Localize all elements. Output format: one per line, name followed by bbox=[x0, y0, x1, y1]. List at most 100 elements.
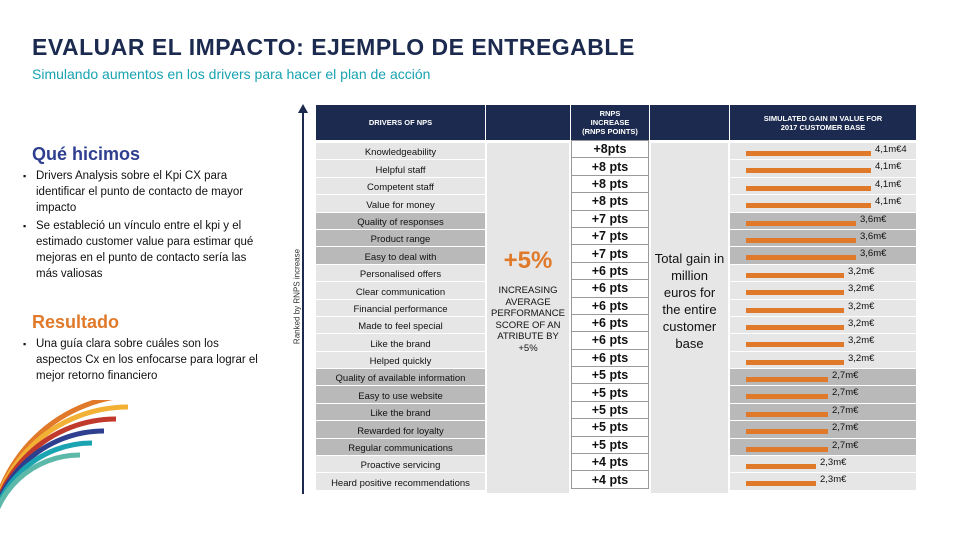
gain-label: 3,6m€ bbox=[860, 213, 887, 225]
resultado-list: Una guía clara sobre cuáles son los aspe… bbox=[22, 336, 266, 386]
gain-row: 4,1m€4 bbox=[730, 143, 916, 161]
rnps-points-cell: +4 pts bbox=[571, 471, 649, 489]
driver-row: Like the brand bbox=[316, 403, 485, 422]
gain-row: 3,2m€ bbox=[730, 351, 916, 370]
arc-navy bbox=[0, 428, 105, 505]
rnps-header-line1: RNPS bbox=[599, 109, 621, 118]
gain-label: 3,2m€ bbox=[848, 317, 875, 329]
gain-bar bbox=[746, 290, 844, 296]
gain-header-line2: 2017 CUSTOMER BASE bbox=[780, 122, 866, 132]
rnps-points-cell: +6 pts bbox=[571, 262, 649, 281]
gain-row: 4,1m€ bbox=[730, 160, 916, 178]
rnps-points-cell: +8pts bbox=[571, 141, 649, 159]
gain-bar bbox=[746, 272, 844, 278]
gain-row: 3,2m€ bbox=[730, 316, 916, 335]
drivers-column: DRIVERS OF NPS Knowledgeability Helpful s… bbox=[316, 105, 485, 491]
gain-bar bbox=[746, 359, 844, 365]
rnps-header-line3: (RNPS POINTS) bbox=[582, 127, 638, 136]
gain-label: 2,7m€ bbox=[832, 439, 859, 451]
gain-bar bbox=[746, 324, 844, 330]
rnps-points-cell: +5 pts bbox=[571, 384, 649, 402]
gain-label: 4,1m€ bbox=[875, 196, 902, 208]
gain-row: 3,2m€ bbox=[730, 282, 916, 300]
rnps-points-cell: +4 pts bbox=[571, 454, 649, 472]
driver-row: Clear communication bbox=[316, 282, 485, 300]
rnps-points-cell: +5 pts bbox=[571, 401, 649, 420]
drivers-rows: Knowledgeability Helpful staff Competent s… bbox=[316, 143, 485, 491]
gain-row: 2,7m€ bbox=[730, 369, 916, 387]
gain-bar bbox=[746, 446, 828, 452]
gain-label: 2,7m€ bbox=[832, 404, 859, 416]
driver-row: Helpful staff bbox=[316, 160, 485, 178]
page-title: EVALUAR EL IMPACTO: EJEMPLO DE ENTREGABL… bbox=[32, 34, 635, 60]
driver-row: Rewarded for loyalty bbox=[316, 421, 485, 439]
gain-row: 3,2m€ bbox=[730, 299, 916, 317]
increase-big: +5% bbox=[503, 247, 553, 274]
decorative-arcs bbox=[0, 400, 129, 510]
gain-row: 4,1m€ bbox=[730, 177, 916, 196]
driver-row: Quality of responses bbox=[316, 212, 485, 230]
driver-row: Easy to use website bbox=[316, 386, 485, 404]
gain-label: 4,1m€4 bbox=[875, 144, 907, 155]
gain-bar bbox=[746, 203, 871, 209]
gain-header-line1: SIMULATED GAIN IN VALUE FOR bbox=[763, 113, 883, 123]
gain-label: 2,7m€ bbox=[832, 422, 859, 434]
gain-row: 2,7m€ bbox=[730, 438, 916, 457]
driver-row: Product range bbox=[316, 229, 485, 248]
gain-label: 3,2m€ bbox=[848, 352, 875, 364]
rnps-points-cell: +7 pts bbox=[571, 245, 649, 263]
resultado-bullet-1: Una guía clara sobre cuáles son los aspe… bbox=[23, 336, 266, 384]
gain-bar bbox=[746, 394, 828, 400]
driver-row: Regular communications bbox=[316, 438, 485, 457]
total-gain-header-blank bbox=[650, 105, 729, 140]
gain-bar bbox=[746, 481, 816, 487]
gain-bar bbox=[746, 342, 844, 348]
gain-column: SIMULATED GAIN IN VALUE FOR 2017 CUSTOME… bbox=[730, 105, 916, 491]
rnps-points-cell: +5 pts bbox=[571, 436, 649, 455]
gain-row: 3,6m€ bbox=[730, 212, 916, 230]
que-hicimos-bullet-1: Drivers Analysis sobre el Kpi CX para id… bbox=[23, 168, 266, 216]
rnps-points-cell: +8 pts bbox=[571, 158, 649, 176]
que-hicimos-list: Drivers Analysis sobre el Kpi CX para id… bbox=[22, 168, 266, 284]
gain-row: 3,2m€ bbox=[730, 264, 916, 283]
gain-row: 2,7m€ bbox=[730, 386, 916, 404]
rnps-points-cell: +6 pts bbox=[571, 332, 649, 350]
gain-row: 2,3m€ bbox=[730, 456, 916, 474]
gain-label: 3,6m€ bbox=[860, 230, 887, 242]
gain-label: 4,1m€ bbox=[875, 178, 902, 190]
rnps-column: RNPS INCREASE (RNPS POINTS) +8pts +8 pts +… bbox=[571, 105, 649, 489]
page-subtitle: Simulando aumentos en los drivers para h… bbox=[32, 66, 431, 82]
que-hicimos-heading: Qué hicimos bbox=[32, 144, 141, 164]
rnps-points-cell: +5 pts bbox=[571, 367, 649, 385]
gain-bar bbox=[746, 307, 844, 313]
gain-label: 2,3m€ bbox=[820, 474, 847, 486]
rnps-points-cell: +6 pts bbox=[571, 314, 649, 333]
gain-label: 3,6m€ bbox=[860, 248, 887, 260]
driver-row: Heard positive recommendations bbox=[316, 473, 485, 491]
driver-row: Value for money bbox=[316, 195, 485, 213]
driver-row: Proactive servicing bbox=[316, 456, 485, 474]
driver-row: Made to feel special bbox=[316, 316, 485, 335]
gain-row: 3,6m€ bbox=[730, 229, 916, 248]
gain-bar bbox=[746, 429, 828, 435]
gain-label: 3,2m€ bbox=[848, 283, 875, 295]
increase-column bbox=[486, 105, 570, 140]
driver-row: Competent staff bbox=[316, 177, 485, 196]
gain-row: 2,7m€ bbox=[730, 421, 916, 439]
gain-bar bbox=[746, 237, 856, 243]
axis-label: Ranked by RNPS increase bbox=[292, 248, 302, 345]
increase-cell: +5% INCREASING AVERAGE PERFORMANCE SCORE… bbox=[486, 143, 570, 493]
driver-row: Personalised offers bbox=[316, 264, 485, 283]
rnps-points-cell: +5 pts bbox=[571, 419, 649, 437]
arc-green bbox=[0, 452, 81, 510]
total-gain-text: Total gain in million euros for the enti… bbox=[654, 251, 725, 351]
rank-arrow-icon bbox=[298, 104, 308, 494]
gain-label: 3,2m€ bbox=[848, 265, 875, 277]
total-gain-cell: Total gain in million euros for the enti… bbox=[650, 143, 729, 493]
rnps-points-cell: +8 pts bbox=[571, 193, 649, 211]
gain-bar bbox=[746, 411, 828, 417]
rnps-points-cell: +7 pts bbox=[571, 210, 649, 228]
gain-rows: 4,1m€4 4,1m€ 4,1m€ 4,1m€ 3,6m€ 3,6m€ 3,6m€ 3,2m… bbox=[730, 143, 916, 491]
gain-bar bbox=[746, 220, 856, 226]
resultado-heading: Resultado bbox=[32, 312, 120, 332]
